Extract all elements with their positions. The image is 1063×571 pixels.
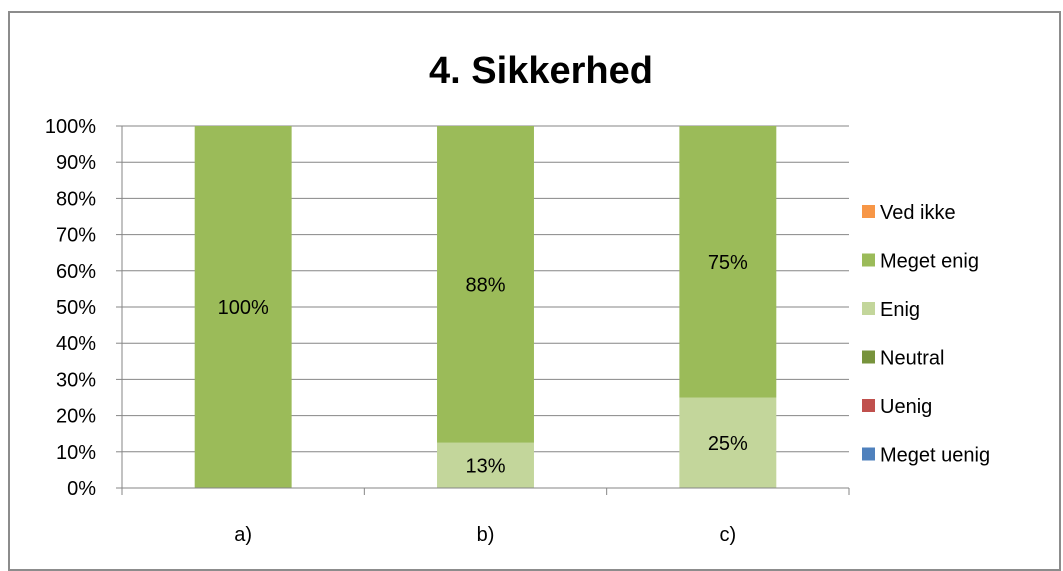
data-labels: 100% 13% 88% 25% 75%	[218, 252, 748, 478]
legend-swatch	[862, 302, 875, 315]
x-tick-label: c)	[719, 524, 736, 546]
y-axis-tick-labels: 0% 10% 20% 30% 40% 50% 60% 70% 80% 90% 100%	[45, 116, 96, 500]
legend-label: Ved ikke	[880, 202, 956, 224]
bar-segment	[679, 397, 777, 488]
y-tick-label: 80%	[56, 188, 96, 210]
bar-segment	[437, 442, 534, 488]
legend-label: Meget uenig	[880, 445, 990, 467]
legend-swatch	[862, 350, 875, 364]
y-tick-label: 20%	[56, 406, 96, 428]
bar-segment	[679, 126, 777, 398]
bar-segment	[194, 126, 292, 488]
axes	[116, 125, 850, 495]
y-tick-label: 70%	[56, 225, 96, 247]
legend-swatch	[862, 399, 875, 412]
data-label: 75%	[708, 252, 748, 274]
legend-label: Uenig	[880, 396, 932, 418]
legend-label: Meget enig	[880, 251, 979, 273]
y-tick-label: 40%	[56, 333, 96, 355]
data-label: 100%	[218, 297, 269, 319]
x-axis-tick-labels: a) b) c)	[234, 524, 736, 546]
y-tick-label: 30%	[56, 369, 96, 391]
legend: Ved ikke Meget enig Enig Neutral Uenig Meget …	[862, 202, 990, 467]
legend-swatch	[862, 447, 875, 461]
chart-title: 4. Sikkerhed	[429, 50, 653, 92]
x-tick-label: b)	[477, 524, 495, 546]
x-tick-label: a)	[234, 524, 252, 546]
y-tick-label: 100%	[45, 116, 96, 138]
legend-label: Neutral	[880, 348, 944, 370]
bar-segment	[437, 126, 534, 443]
y-tick-label: 60%	[56, 261, 96, 283]
data-label: 13%	[465, 455, 505, 477]
y-tick-label: 90%	[56, 152, 96, 174]
y-tick-label: 0%	[67, 478, 96, 500]
legend-swatch	[862, 253, 875, 267]
data-label: 88%	[465, 274, 505, 296]
y-tick-label: 50%	[56, 297, 96, 319]
legend-label: Enig	[880, 299, 920, 321]
y-tick-label: 10%	[56, 442, 96, 464]
bars	[194, 126, 777, 488]
data-label: 25%	[708, 433, 748, 455]
legend-swatch	[862, 205, 875, 218]
